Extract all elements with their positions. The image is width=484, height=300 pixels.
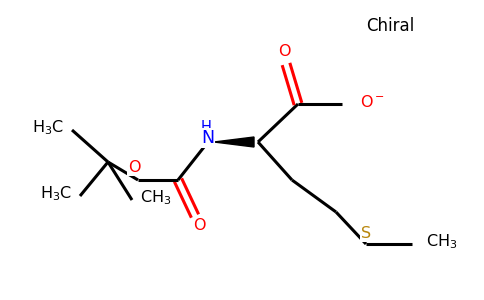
Text: N: N xyxy=(201,129,214,147)
Text: CH$_3$: CH$_3$ xyxy=(426,233,457,251)
Polygon shape xyxy=(214,137,254,147)
Text: O$^-$: O$^-$ xyxy=(360,94,385,110)
Text: O: O xyxy=(128,160,140,175)
Text: H$_3$C: H$_3$C xyxy=(32,118,64,137)
Text: H: H xyxy=(200,121,212,136)
Text: S: S xyxy=(361,226,371,242)
Text: Chiral: Chiral xyxy=(366,17,414,35)
Text: O: O xyxy=(193,218,205,233)
Text: H$_3$C: H$_3$C xyxy=(40,184,72,203)
Text: CH$_3$: CH$_3$ xyxy=(140,189,171,207)
Text: O: O xyxy=(278,44,290,59)
